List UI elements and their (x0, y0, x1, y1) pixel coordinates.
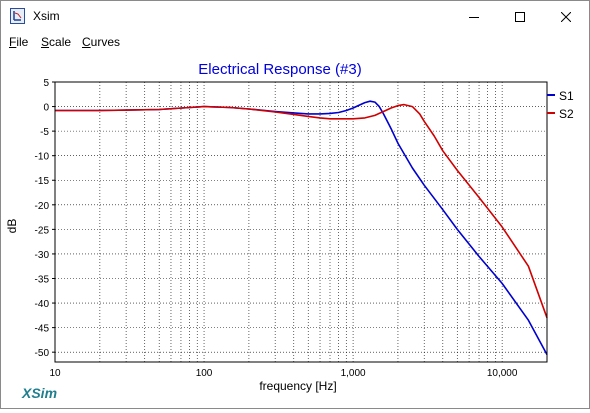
y-tick-label: -40 (35, 299, 50, 310)
y-tick-label: -10 (35, 152, 50, 163)
chart-title: Electrical Response (#3) (198, 61, 361, 78)
close-icon (561, 11, 571, 22)
legend-label-s1: S1 (559, 89, 574, 103)
series-lines (55, 100, 548, 355)
series-line-s1 (55, 100, 548, 355)
y-tick-label: -5 (40, 127, 49, 138)
title-bar[interactable]: Xsim (1, 1, 589, 32)
y-tick-label: -15 (35, 176, 50, 187)
xsim-logo: XSim (21, 385, 57, 401)
maximize-button[interactable] (497, 1, 543, 32)
chart-area: Electrical Response (#3) 5 0 -5 -10 -15 -20 -2… (1, 52, 589, 408)
menu-file[interactable]: File (9, 35, 28, 49)
y-tick-label: -50 (35, 348, 50, 359)
window-title: Xsim (33, 9, 60, 23)
menu-curves-accel: C (82, 35, 91, 49)
menu-bar: File Scale Curves (1, 32, 589, 52)
x-tick-label: 10 (49, 368, 61, 379)
x-tick-label: 10,000 (487, 368, 518, 379)
menu-file-accel: F (9, 35, 17, 49)
x-tick-label: 100 (196, 368, 213, 379)
xsim-app-icon (10, 8, 25, 24)
close-button[interactable] (543, 1, 589, 32)
y-tick-label: 5 (43, 78, 49, 89)
menu-scale[interactable]: Scale (41, 35, 71, 49)
menu-file-rest: ile (16, 35, 29, 49)
x-tick-labels: 10 100 1,000 10,000 (49, 368, 517, 379)
menu-curves-rest: urves (90, 35, 121, 49)
plot-frame (54, 81, 548, 363)
legend-label-s2: S2 (559, 107, 574, 121)
y-axis-label: dB (5, 219, 19, 234)
x-tick-label: 1,000 (341, 368, 366, 379)
menu-scale-accel: S (41, 35, 50, 49)
y-tick-labels: 5 0 -5 -10 -15 -20 -25 -30 -35 -40 -45 -50 (35, 78, 55, 359)
y-tick-label: 0 (43, 103, 49, 114)
menu-scale-rest: cale (49, 35, 72, 49)
maximize-icon (515, 11, 525, 22)
y-tick-label: -35 (35, 274, 50, 285)
y-tick-label: -30 (35, 250, 50, 261)
frequency-response-chart: Electrical Response (#3) 5 0 -5 -10 -15 -20 -2… (5, 61, 574, 401)
y-tick-label: -25 (35, 225, 50, 236)
minimize-icon (469, 16, 479, 18)
menu-curves[interactable]: Curves (82, 35, 120, 49)
grid (54, 81, 548, 362)
series-line-s2 (55, 103, 548, 319)
y-tick-label: -45 (35, 324, 50, 335)
y-tick-label: -20 (35, 201, 50, 212)
minimize-button[interactable] (451, 1, 497, 32)
x-axis-label: frequency [Hz] (259, 379, 336, 393)
